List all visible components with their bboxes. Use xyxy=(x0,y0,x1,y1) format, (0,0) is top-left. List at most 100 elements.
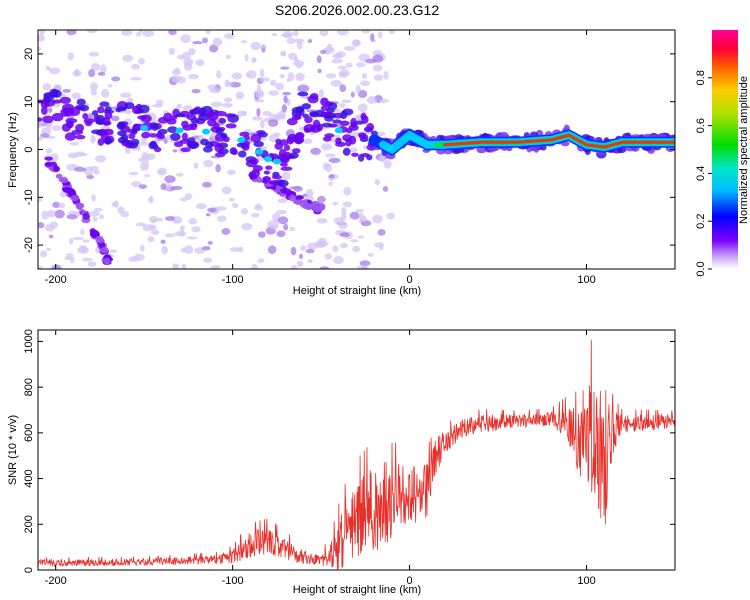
spectrogram-ridge-blob xyxy=(253,140,264,148)
spectrogram-speck xyxy=(307,242,319,250)
spectrogram-ridge-blob xyxy=(175,113,186,118)
spectrogram-speck xyxy=(58,202,66,209)
spectrogram-speck xyxy=(180,34,191,44)
spectrogram-speck xyxy=(357,235,365,239)
spectrogram-speck xyxy=(101,88,110,98)
spectrogram-ridge-blob xyxy=(42,115,54,124)
spectrogram-speck xyxy=(237,246,244,253)
spectrogram-speck xyxy=(389,30,395,35)
spectrogram-speck xyxy=(228,197,235,202)
spectrogram-speck xyxy=(281,171,291,181)
spectrogram-speck xyxy=(250,213,260,218)
spectrogram-ridge-blob xyxy=(366,122,375,132)
spectrogram-speck xyxy=(350,239,359,243)
spectrogram-speck xyxy=(282,91,291,96)
spectrogram-ridge-blob xyxy=(66,120,74,129)
spectrogram-speck xyxy=(48,67,61,75)
spectrogram-branch-blob xyxy=(95,236,104,241)
y-tick-label: 800 xyxy=(23,378,35,396)
spectrogram-ridge-blob xyxy=(82,113,89,120)
colorbar: 0.0 0.2 0.4 0.6 0.8 Normalized spectral ampl… xyxy=(695,30,750,277)
spectrogram-speck xyxy=(361,30,371,34)
spectrogram-ridge-blob xyxy=(115,108,122,113)
spectrogram-peak xyxy=(334,127,343,134)
spectrogram-speck xyxy=(275,209,287,215)
spectrogram-speck xyxy=(370,33,375,42)
spectrogram-speck xyxy=(349,211,360,220)
spectrogram-ridge-blob xyxy=(157,128,168,135)
spectrogram-speck xyxy=(259,68,265,78)
spectrogram-speck xyxy=(383,70,389,80)
spectrogram-ridge-blob xyxy=(170,132,181,141)
spectrogram-speck xyxy=(372,214,383,224)
spectrogram-speck xyxy=(66,30,77,36)
spectrogram-speck xyxy=(307,258,313,264)
spectrogram-speck xyxy=(160,183,167,191)
snr-x-ticks: -200 -100 0 100 xyxy=(45,330,596,587)
spectrogram-speck xyxy=(377,31,383,39)
spectrogram-speck xyxy=(355,62,366,68)
spectrogram-speck xyxy=(171,69,182,76)
spectrogram-ridge-blob xyxy=(239,131,250,137)
spectrogram-ridge-blob xyxy=(339,120,350,126)
spectrogram-speck xyxy=(257,231,266,238)
spectrogram-speck xyxy=(224,79,230,88)
spectrogram-speck xyxy=(280,66,290,70)
spectrogram-speck xyxy=(296,260,304,268)
spectrogram-speck xyxy=(176,103,183,110)
spectrogram-speck xyxy=(338,221,348,230)
spectrogram-ridge-blob xyxy=(97,106,105,114)
spectrogram-speck xyxy=(97,71,106,76)
spectrogram-speck xyxy=(227,169,236,176)
spectrogram-ridge-blob xyxy=(340,110,348,120)
colorbar-tick-label: 0.6 xyxy=(695,118,707,133)
spectrogram-speck xyxy=(367,252,374,257)
spectrogram-speck xyxy=(361,72,367,80)
spectrogram-speck xyxy=(383,159,392,169)
spectrogram-ridge-blob xyxy=(156,133,165,140)
spectrogram-ridge-blob xyxy=(199,107,207,116)
spectrogram-speck xyxy=(42,83,52,91)
spectrogram-ridge-blob xyxy=(215,127,224,135)
spectrogram-speck xyxy=(297,84,310,93)
spectrogram-branch-blob xyxy=(288,194,296,202)
spectrogram-speck xyxy=(109,249,118,253)
spectrogram-speck xyxy=(279,74,285,79)
spectrogram-speck xyxy=(110,115,120,122)
spectrogram-ridge-blob xyxy=(241,143,250,151)
snr-x-label: Height of straight line (km) xyxy=(293,584,421,596)
spectrogram-speck xyxy=(38,136,43,141)
x-tick-label: -100 xyxy=(222,575,244,587)
spectrogram-speck xyxy=(140,244,145,252)
spectrogram-ridge-blob xyxy=(149,133,158,138)
spectrogram-speck xyxy=(320,49,327,55)
spectrogram-speck xyxy=(288,52,298,60)
spectrogram-speck xyxy=(339,84,347,93)
spectrogram-speck xyxy=(332,201,339,206)
spectrogram-speck xyxy=(240,207,248,215)
spectrogram-ridge-blob xyxy=(150,123,159,131)
spectrogram-branch-blob xyxy=(60,178,68,184)
spectrogram-ridge-blob xyxy=(97,138,105,146)
spectrogram-speck xyxy=(353,39,361,47)
spectrogram-ridge-blob xyxy=(332,119,342,124)
spectrogram-ridge-blob xyxy=(166,118,177,125)
spectrogram-speck xyxy=(188,218,198,225)
spectrogram-ridge-blob xyxy=(291,106,304,114)
spectrogram-ridge-blob xyxy=(345,138,352,147)
spectrogram-speck xyxy=(316,217,328,224)
spectrogram-speck xyxy=(193,162,199,169)
spectrogram-speck xyxy=(186,236,198,240)
spectrogram-speck xyxy=(372,54,384,63)
spectrogram-ridge-blob xyxy=(181,120,189,128)
spectrogram-speck xyxy=(359,80,371,86)
spectrogram-speck xyxy=(216,206,227,211)
spectrogram-speck xyxy=(320,143,333,151)
spectrogram-speck xyxy=(273,132,281,136)
spectrogram-speck xyxy=(184,245,194,255)
spectrogram-speck xyxy=(52,201,61,208)
spectrogram-ridge-blob xyxy=(231,149,238,156)
spectrogram-speck xyxy=(209,44,219,53)
spectrogram-speck xyxy=(289,226,296,232)
spectrogram-ridge-blob xyxy=(225,123,237,129)
